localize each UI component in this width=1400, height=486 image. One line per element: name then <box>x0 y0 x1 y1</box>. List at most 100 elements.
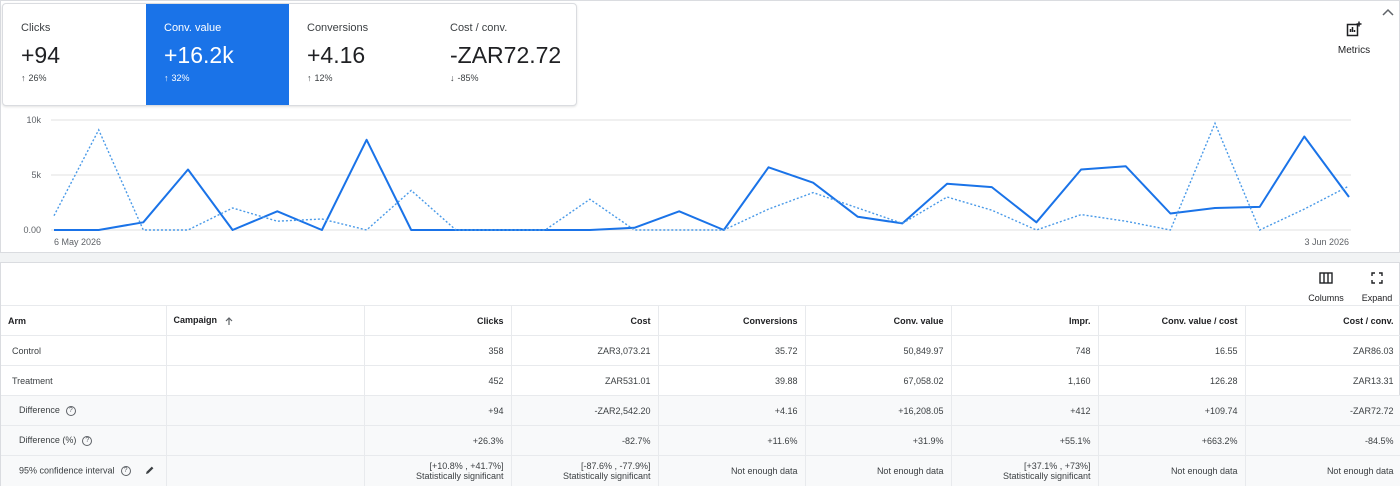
cell-campaign <box>166 365 365 396</box>
cell-conv-value: 67,058.02 <box>805 365 952 396</box>
add-chart-icon <box>1346 21 1362 37</box>
metrics-button[interactable]: Metrics <box>1331 21 1377 59</box>
column-header-cost-conv[interactable]: Cost / conv. <box>1245 305 1400 336</box>
arrow-up-icon: ↑ <box>21 73 26 83</box>
cell-campaign <box>166 425 365 456</box>
expand-button[interactable]: Expand <box>1355 271 1399 303</box>
arrow-up-icon: ↑ <box>307 73 312 83</box>
scorecard-conversions[interactable]: Conversions +4.16 ↑ 12% <box>289 4 432 105</box>
cell-arm: 95% confidence interval? <box>1 455 167 486</box>
series-line-solid <box>54 135 1350 231</box>
arrow-down-icon: ↓ <box>450 73 455 83</box>
x-end-label: 3 Jun 2026 <box>1304 237 1349 247</box>
column-header-conversions[interactable]: Conversions <box>658 305 806 336</box>
scorecard-label: Conversions <box>307 22 369 34</box>
cell-conversions: +4.16 <box>658 395 806 426</box>
scorecards: Clicks +94 ↑ 26% Conv. value +16.2k ↑ 32% … <box>2 3 577 106</box>
columns-label: Columns <box>1308 293 1344 303</box>
column-header-campaign[interactable]: Campaign <box>166 305 365 336</box>
scorecard-change: ↑ 32% <box>164 73 190 83</box>
cell-arm: Control <box>1 335 167 366</box>
cell-cost: ZAR531.01 <box>511 365 659 396</box>
cell-conv-value: +16,208.05 <box>805 395 952 426</box>
table-row-difference: Difference? +94 -ZAR2,542.20 +4.16 +16,2… <box>1 395 1400 426</box>
column-header-cost[interactable]: Cost <box>511 305 659 336</box>
y-tick-label: 5k <box>31 170 41 180</box>
scorecard-label: Cost / conv. <box>450 22 508 34</box>
column-header-arm[interactable]: Arm <box>1 305 167 336</box>
scorecard-label: Conv. value <box>164 22 222 34</box>
performance-chart: 10k 5k 0.00 6 May 2026 3 Jun 2026 <box>23 115 1351 247</box>
columns-button[interactable]: Columns <box>1304 271 1348 303</box>
cell-cost: -ZAR2,542.20 <box>511 395 659 426</box>
cell-clicks: +94 <box>364 395 512 426</box>
arrow-up-sort-icon <box>225 316 232 325</box>
scorecard-value: +16.2k <box>164 42 234 68</box>
cell-campaign <box>166 395 365 426</box>
cell-cost-conv: ZAR86.03 <box>1245 335 1400 366</box>
help-icon[interactable]: ? <box>65 405 76 416</box>
cell-impr: +55.1% <box>951 425 1099 456</box>
column-header-conv-value[interactable]: Conv. value <box>805 305 952 336</box>
cell-cost-conv: Not enough data <box>1245 455 1400 486</box>
cell-arm: Difference? <box>1 395 167 426</box>
performance-panel: Clicks +94 ↑ 26% Conv. value +16.2k ↑ 32% … <box>0 0 1400 253</box>
cell-campaign <box>166 455 365 486</box>
cell-clicks: [+10.8% , +41.7%] Statistically significa… <box>364 455 512 486</box>
cell-conversions: Not enough data <box>658 455 806 486</box>
help-icon[interactable]: ? <box>82 435 93 446</box>
cell-impr: 748 <box>951 335 1099 366</box>
table-header-row: Arm Campaign Clicks Cost Conversions Con… <box>1 305 1400 336</box>
results-table: Arm Campaign Clicks Cost Conversions Con… <box>1 305 1400 486</box>
cell-conv-value-cost: +663.2% <box>1098 425 1246 456</box>
cell-clicks: 452 <box>364 365 512 396</box>
cell-impr: +412 <box>951 395 1099 426</box>
table-row-difference-percent: Difference (%)? +26.3% -82.7% +11.6% +31… <box>1 425 1400 456</box>
cell-arm: Treatment <box>1 365 167 396</box>
scorecard-change: ↓ -85% <box>450 73 479 83</box>
cell-conv-value: +31.9% <box>805 425 952 456</box>
table-row-treatment: Treatment 452 ZAR531.01 39.88 67,058.02 … <box>1 365 1400 396</box>
chevron-up-icon <box>1382 8 1394 16</box>
cell-cost-conv: -84.5% <box>1245 425 1400 456</box>
cell-cost-conv: -ZAR72.72 <box>1245 395 1400 426</box>
cell-cost-conv: ZAR13.31 <box>1245 365 1400 396</box>
cell-conv-value-cost: +109.74 <box>1098 395 1246 426</box>
cell-arm: Difference (%)? <box>1 425 167 456</box>
pencil-icon[interactable] <box>145 465 155 477</box>
cell-clicks: +26.3% <box>364 425 512 456</box>
scorecard-label: Clicks <box>21 22 51 34</box>
column-header-impr[interactable]: Impr. <box>951 305 1099 336</box>
y-tick-label: 0.00 <box>23 225 41 235</box>
cell-conversions: 35.72 <box>658 335 806 366</box>
arrow-up-icon: ↑ <box>164 73 169 83</box>
scorecard-conv-value[interactable]: Conv. value +16.2k ↑ 32% <box>146 4 289 105</box>
cell-conversions: 39.88 <box>658 365 806 396</box>
scorecard-cost-per-conv[interactable]: Cost / conv. -ZAR72.72 ↓ -85% <box>432 4 575 105</box>
columns-icon <box>1319 272 1333 284</box>
cell-conv-value-cost: Not enough data <box>1098 455 1246 486</box>
cell-clicks: 358 <box>364 335 512 366</box>
column-header-clicks[interactable]: Clicks <box>364 305 512 336</box>
cell-campaign <box>166 335 365 366</box>
expand-label: Expand <box>1361 293 1393 303</box>
help-icon[interactable]: ? <box>120 465 131 476</box>
scorecard-clicks[interactable]: Clicks +94 ↑ 26% <box>3 4 146 105</box>
cell-impr: [+37.1% , +73%] Statistically significant <box>951 455 1099 486</box>
column-header-conv-value-cost[interactable]: Conv. value / cost <box>1098 305 1246 336</box>
cell-cost: ZAR3,073.21 <box>511 335 659 366</box>
collapse-button[interactable] <box>1381 5 1397 19</box>
redacted-campaign <box>173 371 364 388</box>
table-row-confidence-interval: 95% confidence interval? [+10.8% , +41.7… <box>1 455 1400 486</box>
cell-cost: -82.7% <box>511 425 659 456</box>
metrics-label: Metrics <box>1337 45 1371 56</box>
scorecard-value: -ZAR72.72 <box>450 42 562 68</box>
cell-conv-value-cost: 16.55 <box>1098 335 1246 366</box>
fullscreen-icon <box>1371 272 1383 284</box>
scorecard-change: ↑ 12% <box>307 73 333 83</box>
redacted-campaign <box>173 341 364 358</box>
series-line-dotted <box>53 121 1350 231</box>
y-tick-label: 10k <box>26 115 41 125</box>
scorecard-value: +94 <box>21 42 61 68</box>
table-row-control: Control 358 ZAR3,073.21 35.72 50,849.97 … <box>1 335 1400 366</box>
